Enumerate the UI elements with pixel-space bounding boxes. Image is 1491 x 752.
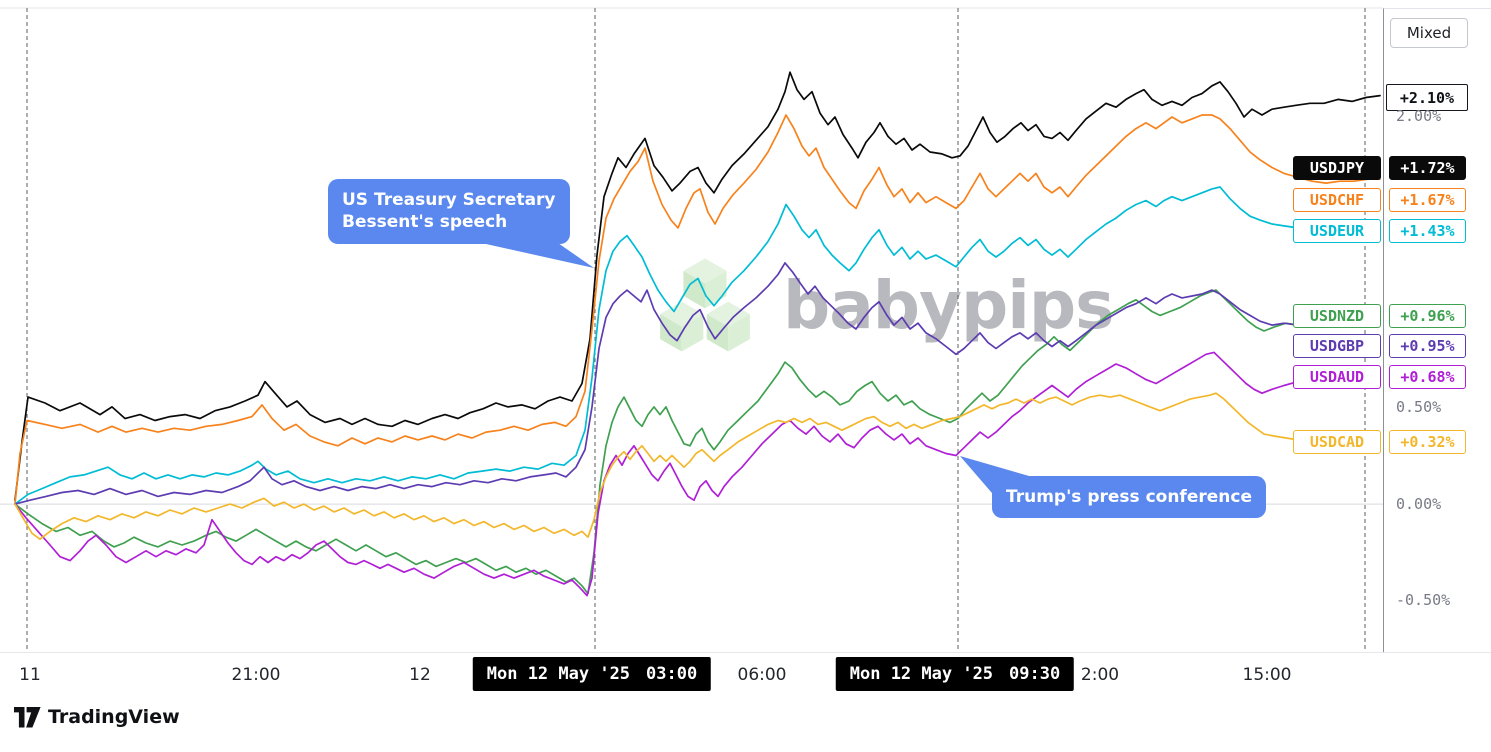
tradingview-attribution[interactable]: TradingView — [14, 706, 180, 728]
series-line-usdeur[interactable] — [14, 186, 1381, 505]
callout-text-line: Bessent's speech — [342, 212, 508, 233]
x-axis-tick: 11 — [19, 665, 41, 685]
series-label-row-usdnzd[interactable]: USDNZD +0.96% — [1293, 304, 1466, 328]
symbol-label-usdchf[interactable]: USDCHF — [1293, 188, 1381, 212]
symbol-label-usdjpy[interactable]: USDJPY — [1293, 156, 1381, 180]
series-line-usdchf[interactable] — [14, 114, 1381, 505]
symbol-label-usdaud[interactable]: USDAUD — [1293, 365, 1381, 389]
value-label-usdnzd: +0.96% — [1389, 304, 1466, 328]
badge-time: 09:30 — [1009, 664, 1061, 684]
tradingview-brand-text: TradingView — [48, 706, 180, 728]
x-axis-tick: 06:00 — [737, 665, 787, 685]
value-label-usdcad: +0.32% — [1389, 430, 1466, 454]
symbol-label-usdcad[interactable]: USDCAD — [1293, 430, 1381, 454]
series-label-row-usdgbp[interactable]: USDGBP +0.95% — [1293, 334, 1466, 358]
x-axis-tick: 2:00 — [1080, 665, 1120, 685]
y-axis-tick: -0.50% — [1396, 591, 1451, 609]
value-label-usdjpy: +1.72% — [1389, 156, 1466, 180]
series-label-row-usdcad[interactable]: USDCAD +0.32% — [1293, 430, 1466, 454]
callout-bessent-speech[interactable]: US Treasury Secretary Bessent's speech — [328, 179, 570, 244]
x-axis-tick: 12 — [409, 665, 431, 685]
x-axis-tick: 21:00 — [231, 665, 281, 685]
price-scale[interactable]: Mixed +2.10% 2.00% 0.50% 0.00% -0.50% — [1383, 8, 1491, 653]
badge-date: Mon 12 May '25 — [486, 664, 631, 684]
value-label-usdgbp: +0.95% — [1389, 334, 1466, 358]
symbol-label-usdgbp[interactable]: USDGBP — [1293, 334, 1381, 358]
badge-date: Mon 12 May '25 — [849, 664, 994, 684]
event-time-badge-0300[interactable]: Mon 12 May '25 03:00 — [472, 657, 712, 691]
series-label-row-usdchf[interactable]: USDCHF +1.67% — [1293, 188, 1466, 212]
callout-text-line: Trump's press conference — [1006, 487, 1252, 507]
tradingview-logo-icon — [14, 706, 41, 727]
series-line-usdgbp[interactable] — [14, 262, 1381, 505]
time-scale[interactable]: 11 21:00 12 06:00 2:00 15:00 Mon 12 May … — [0, 652, 1491, 701]
symbol-label-usdeur[interactable]: USDEUR — [1293, 219, 1381, 243]
series-line-usdcad[interactable] — [14, 392, 1381, 541]
value-label-usdeur: +1.43% — [1389, 219, 1466, 243]
callout-text-line: US Treasury Secretary — [342, 190, 556, 210]
y-axis-tick: 0.00% — [1396, 495, 1442, 513]
callout-trump-press-conference[interactable]: Trump's press conference — [992, 476, 1266, 519]
y-axis-tick: 0.50% — [1396, 398, 1442, 416]
series-line-usdaud[interactable] — [14, 351, 1381, 597]
series-line-usdjpy[interactable] — [14, 71, 1381, 502]
value-label-usdaud: +0.68% — [1389, 365, 1466, 389]
series-label-row-usdeur[interactable]: USDEUR +1.43% — [1293, 219, 1466, 243]
crosshair-price-label: +2.10% — [1386, 84, 1468, 111]
symbol-label-usdnzd[interactable]: USDNZD — [1293, 304, 1381, 328]
scale-mode-button[interactable]: Mixed — [1390, 18, 1468, 48]
series-label-row-usdaud[interactable]: USDAUD +0.68% — [1293, 365, 1466, 389]
series-label-row-usdjpy[interactable]: USDJPY +1.72% — [1293, 156, 1466, 180]
babypips-watermark-text: babypips — [783, 266, 1114, 344]
badge-time: 03:00 — [646, 664, 698, 684]
x-axis-tick: 15:00 — [1242, 665, 1292, 685]
event-time-badge-0930[interactable]: Mon 12 May '25 09:30 — [835, 657, 1075, 691]
series-line-usdnzd[interactable] — [14, 289, 1381, 595]
value-label-usdchf: +1.67% — [1389, 188, 1466, 212]
y-axis-tick: 2.00% — [1396, 107, 1442, 125]
